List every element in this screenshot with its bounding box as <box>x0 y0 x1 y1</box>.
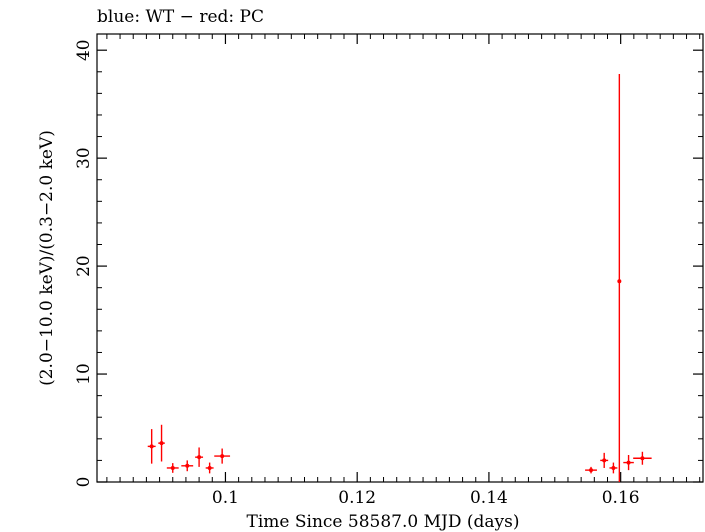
y-axis-label: (2.0−10.0 keV)/(0.3−2.0 keV) <box>37 130 57 386</box>
y-tick-label: 20 <box>74 255 94 277</box>
point-marker <box>640 456 645 461</box>
x-tick-label: 0.16 <box>602 488 640 508</box>
point-marker <box>207 465 212 470</box>
point-marker <box>159 441 164 446</box>
point-marker <box>617 279 622 284</box>
tick-labels: 0.1 0.12 0.14 0.16 0 10 20 30 40 <box>74 39 640 508</box>
chart-title: blue: WT − red: PC <box>97 7 264 27</box>
point-marker <box>589 468 594 473</box>
point-marker <box>220 454 225 459</box>
plot-frame <box>96 33 704 483</box>
x-tick-label: 0.14 <box>470 488 508 508</box>
data-point <box>609 462 618 474</box>
point-marker <box>602 458 607 463</box>
point-marker <box>170 465 175 470</box>
data-point <box>600 452 609 468</box>
y-tick-label: 40 <box>74 39 94 61</box>
data-point <box>181 460 194 472</box>
data-points <box>147 73 652 482</box>
point-marker <box>626 460 631 465</box>
data-point <box>205 462 214 474</box>
data-point <box>195 447 204 467</box>
data-point <box>158 424 165 462</box>
y-tick-label: 0 <box>74 477 94 488</box>
point-marker <box>149 444 154 449</box>
axis-ticks <box>97 34 703 483</box>
y-tick-label: 30 <box>74 147 94 169</box>
data-point <box>633 451 652 465</box>
data-point <box>585 466 597 474</box>
point-marker <box>197 455 202 460</box>
data-point <box>623 455 634 471</box>
data-point <box>166 463 179 473</box>
data-point <box>147 429 156 464</box>
y-tick-label: 10 <box>74 363 94 385</box>
x-tick-label: 0.12 <box>338 488 376 508</box>
x-tick-label: 0.1 <box>212 488 239 508</box>
x-axis-label: Time Since 58587.0 MJD (days) <box>247 512 520 532</box>
data-point <box>617 73 622 482</box>
point-marker <box>185 463 190 468</box>
data-point <box>214 448 231 464</box>
point-marker <box>611 465 616 470</box>
